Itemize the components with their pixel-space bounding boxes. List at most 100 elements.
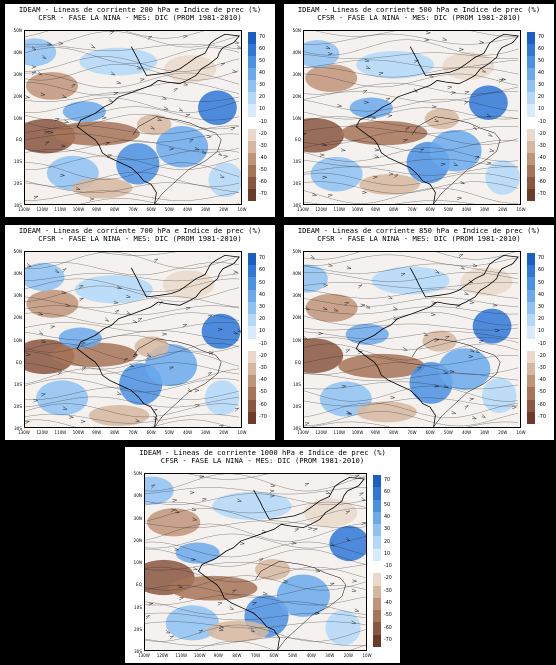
flow-arrow [60, 173, 66, 177]
colorbar-segment [248, 265, 256, 278]
flow-arrow [345, 510, 351, 515]
lon-label: 20W [343, 653, 353, 658]
flow-arrow [162, 96, 168, 100]
lon-label: 50W [288, 653, 298, 658]
flow-arrow [172, 499, 178, 503]
lon-label: 90W [213, 653, 223, 658]
flow-arrow [447, 86, 453, 90]
flow-arrow [175, 509, 181, 514]
flow-arrow [346, 537, 351, 542]
flow-arrow [259, 558, 265, 562]
flow-arrow [304, 482, 310, 487]
flow-arrow [110, 31, 115, 35]
flow-arrow [424, 38, 430, 42]
flow-arrow [179, 597, 185, 601]
lon-label: 90W [92, 207, 102, 212]
flow-arrow [312, 193, 318, 197]
flow-arrow [318, 331, 324, 335]
colorbar-tick: -70 [259, 414, 267, 420]
flow-arrow [464, 291, 470, 295]
streamline [304, 172, 519, 186]
precip-shading [72, 177, 133, 199]
streamline [25, 252, 240, 269]
flow-arrow [165, 630, 171, 634]
flow-arrow [108, 98, 114, 102]
streamline [25, 396, 240, 408]
precip-shading [53, 121, 140, 146]
flow-arrow [191, 507, 197, 511]
map-panel-700hpa: IDEAM - Lineas de corriente 700 hPa e In… [5, 225, 275, 440]
colorbar-segment [248, 362, 256, 376]
flow-arrow [378, 72, 384, 76]
streamline [96, 252, 177, 256]
flow-arrow [512, 406, 518, 410]
streamline [304, 59, 519, 69]
colorbar-segment [248, 164, 256, 178]
flow-arrow [132, 319, 138, 323]
lon-label: 120W [315, 430, 327, 435]
streamline [304, 52, 519, 59]
flow-arrow [136, 66, 143, 70]
colorbar-segment [527, 104, 535, 117]
lon-label: 100W [193, 653, 206, 658]
flow-arrow [403, 347, 409, 351]
colorbar-tick: 50 [259, 280, 266, 286]
flow-arrow [171, 508, 177, 512]
streamline [145, 621, 366, 629]
precip-shading [304, 40, 340, 68]
streamline [25, 312, 240, 325]
lon-label: 60W [425, 430, 435, 435]
colorbar-segment [527, 176, 535, 190]
colorbar-segment [527, 44, 535, 57]
flow-arrow [223, 155, 229, 159]
streamline-map [303, 30, 521, 205]
colorbar-segment [527, 116, 535, 130]
flow-arrow [129, 363, 135, 367]
streamline [304, 82, 519, 95]
flow-arrow [183, 35, 189, 39]
flow-arrow [237, 498, 243, 502]
precip-shading [304, 338, 344, 374]
colorbar-segment [527, 326, 535, 339]
flow-arrow [358, 284, 363, 289]
colorbar-tick: 40 [538, 292, 545, 298]
flow-arrow [442, 37, 448, 41]
flow-arrow [64, 119, 70, 123]
lat-label: 30S [134, 649, 142, 654]
continent-outline [76, 254, 240, 427]
colorbar-segment [527, 301, 535, 315]
colorbar-tick: 30 [384, 527, 391, 533]
lon-label: 60W [269, 653, 279, 658]
flow-arrow [187, 387, 192, 392]
colorbar-segment [248, 314, 256, 327]
colorbar-tick: 70 [538, 256, 545, 262]
colorbar-segment [248, 92, 256, 105]
streamline [304, 411, 519, 427]
flow-arrow [81, 366, 87, 371]
map-panel-1000hpa: IDEAM - Lineas de corriente 1000 hPa e I… [125, 447, 400, 663]
lon-label: 10W [237, 430, 247, 435]
lat-label: 20N [292, 93, 301, 99]
flow-arrow [328, 263, 334, 267]
lon-label: 30W [480, 207, 490, 212]
precip-shading [62, 101, 106, 122]
flow-arrow [145, 615, 150, 620]
colorbar-tick: -30 [538, 366, 546, 372]
flow-arrow [435, 269, 440, 274]
flow-arrow [310, 254, 315, 259]
flow-arrow [419, 148, 425, 153]
flow-arrow [137, 317, 143, 322]
streamline [145, 624, 366, 642]
flow-arrow [359, 492, 365, 496]
lon-label: 40W [461, 207, 472, 212]
streamline [304, 397, 519, 407]
precip-shading [472, 308, 512, 344]
flow-arrow [62, 268, 67, 273]
streamline [145, 566, 366, 583]
flow-arrow [488, 132, 493, 137]
colorbar-segment [527, 350, 535, 364]
precip-shading [310, 156, 363, 192]
colorbar-tick: 40 [259, 292, 266, 298]
lon-label: 80W [389, 207, 399, 212]
lon-label: 130W [18, 207, 30, 212]
